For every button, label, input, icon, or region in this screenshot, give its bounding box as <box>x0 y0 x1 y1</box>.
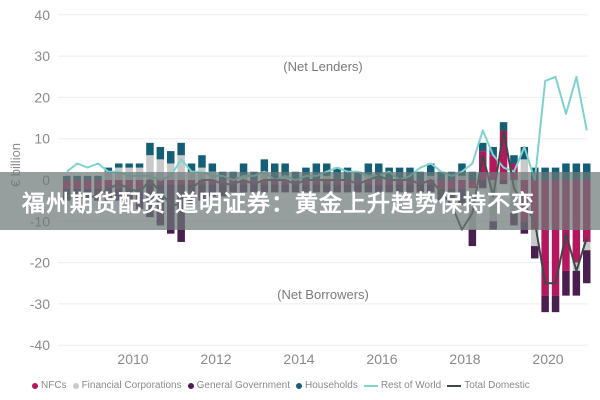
x-tick-label: 2010 <box>117 351 148 367</box>
bar-segment <box>520 146 529 160</box>
bar-segment <box>312 163 321 180</box>
chart-legend: NFCs Financial Corporations General Govern… <box>32 380 530 391</box>
bar-segment <box>364 163 373 176</box>
bar-segment <box>167 163 175 180</box>
bar-segment <box>177 155 185 180</box>
bar-segment <box>531 229 539 247</box>
bar-segment <box>531 246 539 259</box>
dot-swatch-icon <box>32 382 38 389</box>
bar-segment <box>468 229 477 247</box>
legend-label: Total Domestic <box>464 380 530 391</box>
bar-segment <box>208 163 217 172</box>
x-tick-label: 2014 <box>283 351 314 367</box>
line-swatch-icon <box>363 384 378 387</box>
bar-segment <box>323 163 331 176</box>
legend-item: Total Domestic <box>447 380 530 391</box>
bar-segment <box>551 180 560 296</box>
bar-segment <box>562 163 570 180</box>
bar-segment <box>541 295 549 313</box>
bar-segment <box>156 146 165 160</box>
bar-segment <box>489 146 497 156</box>
line-swatch-icon <box>447 384 462 387</box>
y-tick-label: 20 <box>34 89 50 105</box>
bar-segment <box>177 142 185 156</box>
bar-segment <box>499 130 508 180</box>
annotation-net-lenders: (Net Lenders) <box>283 59 362 74</box>
bar-segment <box>375 163 383 180</box>
dot-swatch-icon <box>187 382 194 389</box>
bar-segment <box>271 163 279 180</box>
dot-swatch-icon <box>72 382 79 389</box>
y-tick-label: -20 <box>30 255 50 271</box>
y-tick-label: 40 <box>34 7 50 23</box>
y-tick-label: 10 <box>34 131 50 147</box>
headline-banner: 福州期货配资 道明证券：黄金上升趋势保持不变 <box>0 172 600 230</box>
legend-label: Financial Corporations <box>81 380 182 391</box>
legend-item: Financial Corporations <box>72 380 182 391</box>
bar-segment <box>572 270 581 296</box>
bar-segment <box>583 250 591 284</box>
bar-segment <box>499 122 508 131</box>
y-tick-label: 30 <box>34 48 50 64</box>
legend-item: General Government <box>187 380 291 391</box>
y-tick-label: -40 <box>30 337 50 353</box>
bar-segment <box>562 270 570 296</box>
bar-segment <box>146 142 154 156</box>
legend-label: General Government <box>196 380 291 391</box>
bar-segment <box>198 155 206 168</box>
bar-segment <box>583 241 591 251</box>
x-tick-label: 2012 <box>200 351 231 367</box>
bar-segment <box>479 151 487 180</box>
bar-segment <box>125 163 133 168</box>
bar-segment <box>551 295 560 313</box>
bar-segment <box>572 262 581 271</box>
bar-segment <box>583 163 591 180</box>
bar-segment <box>135 163 144 168</box>
bar-segment <box>260 159 269 172</box>
x-tick-label: 2016 <box>366 351 397 367</box>
bar-segment <box>104 167 113 172</box>
bar-segment <box>281 163 289 176</box>
bar-segment <box>115 163 123 168</box>
dot-swatch-icon <box>296 382 303 389</box>
bar-segment <box>239 163 248 176</box>
annotation-net-borrowers: (Net Borrowers) <box>277 287 369 302</box>
x-tick-label: 2020 <box>532 351 563 367</box>
legend-label: NFCs <box>41 380 67 391</box>
bar-segment <box>427 163 435 176</box>
legend-label: Rest of World <box>380 380 442 391</box>
bar-segment <box>458 163 466 176</box>
x-tick-label: 2018 <box>449 351 480 367</box>
bar-segment <box>479 142 487 152</box>
bar-segment <box>489 155 497 180</box>
legend-label: Households <box>305 380 358 391</box>
bar-segment <box>187 163 196 172</box>
y-tick-label: -30 <box>30 296 50 312</box>
bar-segment <box>572 163 581 180</box>
bar-segment <box>541 180 549 296</box>
bar-segment <box>167 151 175 164</box>
legend-item: Households <box>296 380 358 391</box>
bar-segment <box>510 155 518 164</box>
legend-item: NFCs <box>32 380 67 391</box>
bar-segment <box>146 155 154 180</box>
bar-segment <box>156 159 165 180</box>
legend-item: Rest of World <box>363 380 442 391</box>
bar-segment <box>520 159 529 180</box>
x-axis-ticks: 2010 2012 2014 2016 2018 2020 <box>117 351 563 367</box>
headline-text: 福州期货配资 道明证券：黄金上升趋势保持不变 <box>22 191 536 217</box>
